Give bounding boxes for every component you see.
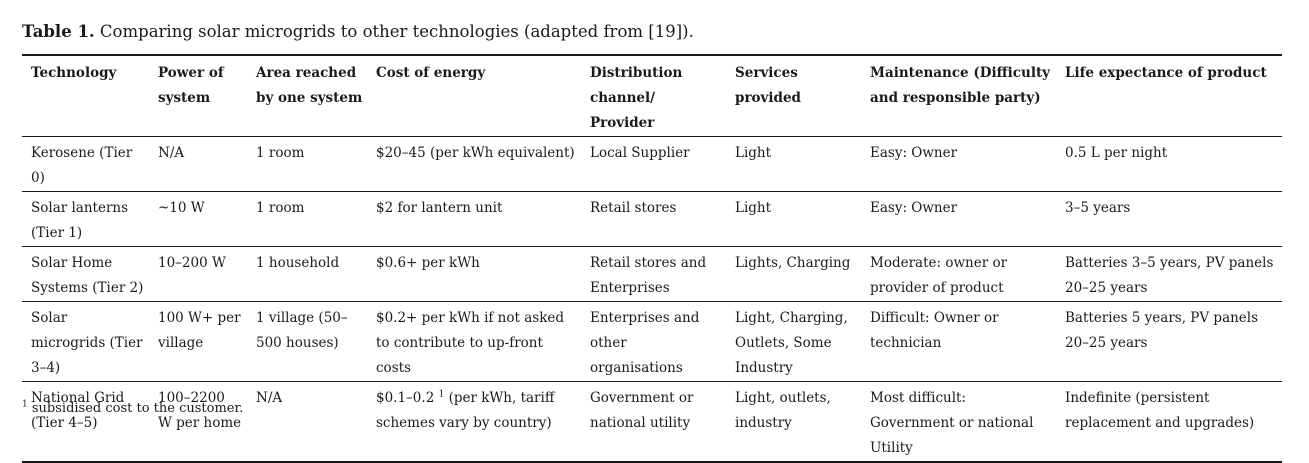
cell-technology: Solar Home Systems (Tier 2) — [31, 255, 144, 296]
cell-power: ~10 W — [158, 200, 205, 216]
table-caption: Table 1. Comparing solar microgrids to o… — [22, 22, 694, 41]
cell-technology: Kerosene (Tier 0) — [31, 145, 133, 186]
table-label: Table 1. — [22, 22, 95, 41]
table-row: Solar lanterns (Tier 1) ~10 W 1 room $2 … — [22, 192, 1282, 247]
table-footnote: 1 subsidised cost to the customer. — [22, 399, 244, 416]
cell-area: 1 room — [256, 145, 305, 161]
cell-services: Lights, Charging — [735, 255, 851, 271]
cell-cost: $0.1–0.2 1 (per kWh, tariff schemes vary… — [367, 382, 581, 463]
table-row: Solar microgrids (Tier 3–4) 100 W+ per v… — [22, 302, 1282, 382]
cell-life: 3–5 years — [1065, 200, 1131, 216]
header-area: Area reached by one system — [256, 65, 363, 106]
header-maintenance: Maintenance (Difficulty and responsible … — [870, 65, 1051, 106]
cell-distribution: Government or national utility — [590, 390, 694, 431]
cell-power: 100 W+ per village — [158, 310, 241, 351]
cell-services: Light, outlets, industry — [735, 390, 831, 431]
cell-power: 10–200 W — [158, 255, 226, 271]
cell-cost: $2 for lantern unit — [376, 200, 503, 216]
cell-technology: Solar lanterns (Tier 1) — [31, 200, 129, 241]
cell-services: Light — [735, 145, 772, 161]
cell-area: N/A — [256, 390, 283, 406]
cell-cost: $0.2+ per kWh if not asked to contribute… — [376, 310, 565, 376]
cell-distribution: Retail stores — [590, 200, 677, 216]
table-row: Solar Home Systems (Tier 2) 10–200 W 1 h… — [22, 247, 1282, 302]
cell-maintenance: Easy: Owner — [870, 145, 958, 161]
cell-maintenance: Easy: Owner — [870, 200, 958, 216]
cell-maintenance: Difficult: Owner or technician — [870, 310, 999, 351]
grid-cost-detail: (per kWh, tariff schemes vary by country… — [376, 390, 555, 431]
cell-life: Indefinite (persistent replacement and u… — [1065, 390, 1255, 431]
cell-services: Light, Charging, Outlets, Some Industry — [735, 310, 848, 376]
cell-area: 1 household — [256, 255, 340, 271]
header-technology: Technology — [31, 65, 117, 81]
cell-area: 1 village (50–500 houses) — [256, 310, 348, 351]
table-row: Kerosene (Tier 0) N/A 1 room $20–45 (per… — [22, 137, 1282, 192]
cell-distribution: Local Supplier — [590, 145, 690, 161]
cell-area: 1 room — [256, 200, 305, 216]
header-life: Life expectance of product — [1065, 65, 1267, 81]
cell-life: 0.5 L per night — [1065, 145, 1168, 161]
cell-distribution: Enterprises and other organisations — [590, 310, 700, 376]
cell-distribution: Retail stores and Enterprises — [590, 255, 707, 296]
cell-technology: National Grid (Tier 4–5) — [31, 390, 125, 431]
cell-cost: $0.6+ per kWh — [376, 255, 480, 271]
footnote-reference: 1 — [438, 389, 445, 400]
cell-power: 100–2200 W per home — [158, 390, 242, 431]
cell-services: Light — [735, 200, 772, 216]
cell-life: Batteries 5 years, PV panels 20–25 years — [1065, 310, 1259, 351]
header-row: Technology Power of system Area reached … — [22, 55, 1282, 137]
grid-cost-value: $0.1–0.2 — [376, 390, 435, 406]
cell-life: Batteries 3–5 years, PV panels 20–25 yea… — [1065, 255, 1274, 296]
caption-text: Comparing solar microgrids to other tech… — [99, 22, 694, 41]
header-cost: Cost of energy — [376, 65, 486, 81]
header-services: Services provided — [735, 65, 801, 106]
header-power: Power of system — [158, 65, 224, 106]
cell-maintenance: Moderate: owner or provider of product — [870, 255, 1008, 296]
comparison-table: Technology Power of system Area reached … — [22, 54, 1282, 463]
cell-technology: Solar microgrids (Tier 3–4) — [31, 310, 143, 376]
footnote-text: subsidised cost to the customer. — [31, 401, 244, 416]
footnote-mark: 1 — [22, 399, 28, 410]
cell-cost: $20–45 (per kWh equivalent) — [376, 145, 575, 161]
cell-power: N/A — [158, 145, 185, 161]
header-distribution: Distribution channel/ Provider — [590, 65, 683, 131]
